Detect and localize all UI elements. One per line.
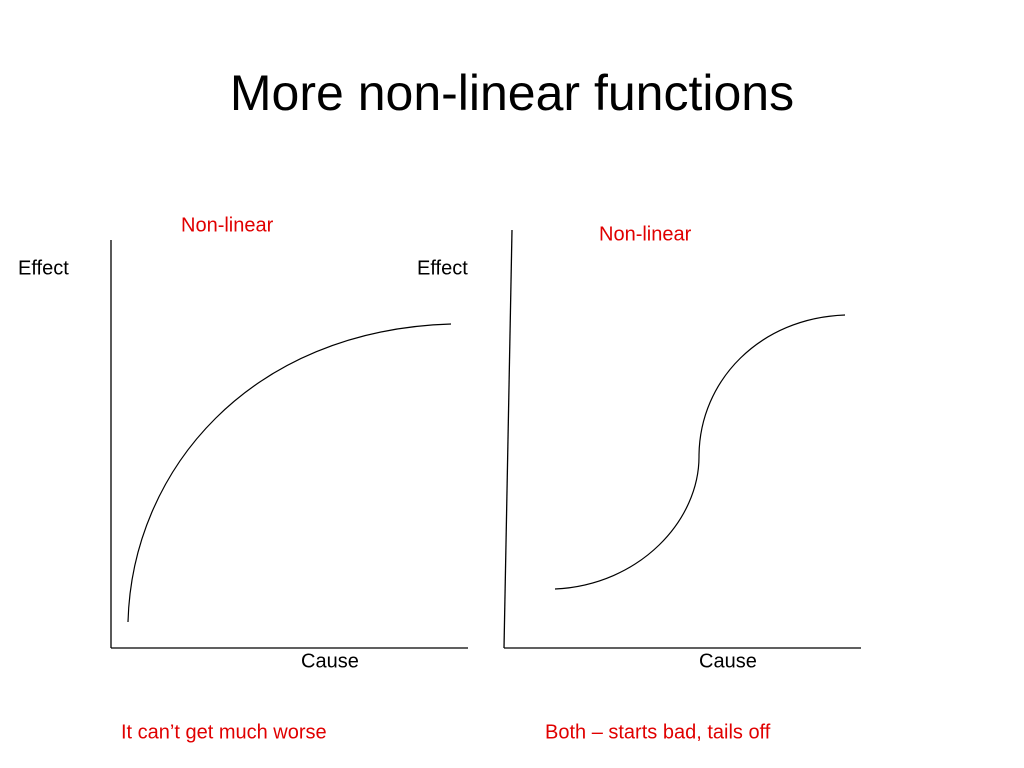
- y-axis: [503, 229, 513, 649]
- panel-label: Non-linear: [599, 223, 692, 245]
- y-axis-label: Effect: [417, 257, 468, 279]
- slide-title: More non-linear functions: [230, 65, 794, 121]
- panel-label: Non-linear: [181, 214, 274, 236]
- caption: Both – starts bad, tails off: [545, 721, 771, 743]
- y-axis-label: Effect: [18, 257, 69, 279]
- curve: [127, 323, 452, 623]
- x-axis-label: Cause: [301, 650, 359, 672]
- caption: It can’t get much worse: [121, 721, 327, 743]
- x-axis-label: Cause: [699, 650, 757, 672]
- curve: [554, 314, 846, 590]
